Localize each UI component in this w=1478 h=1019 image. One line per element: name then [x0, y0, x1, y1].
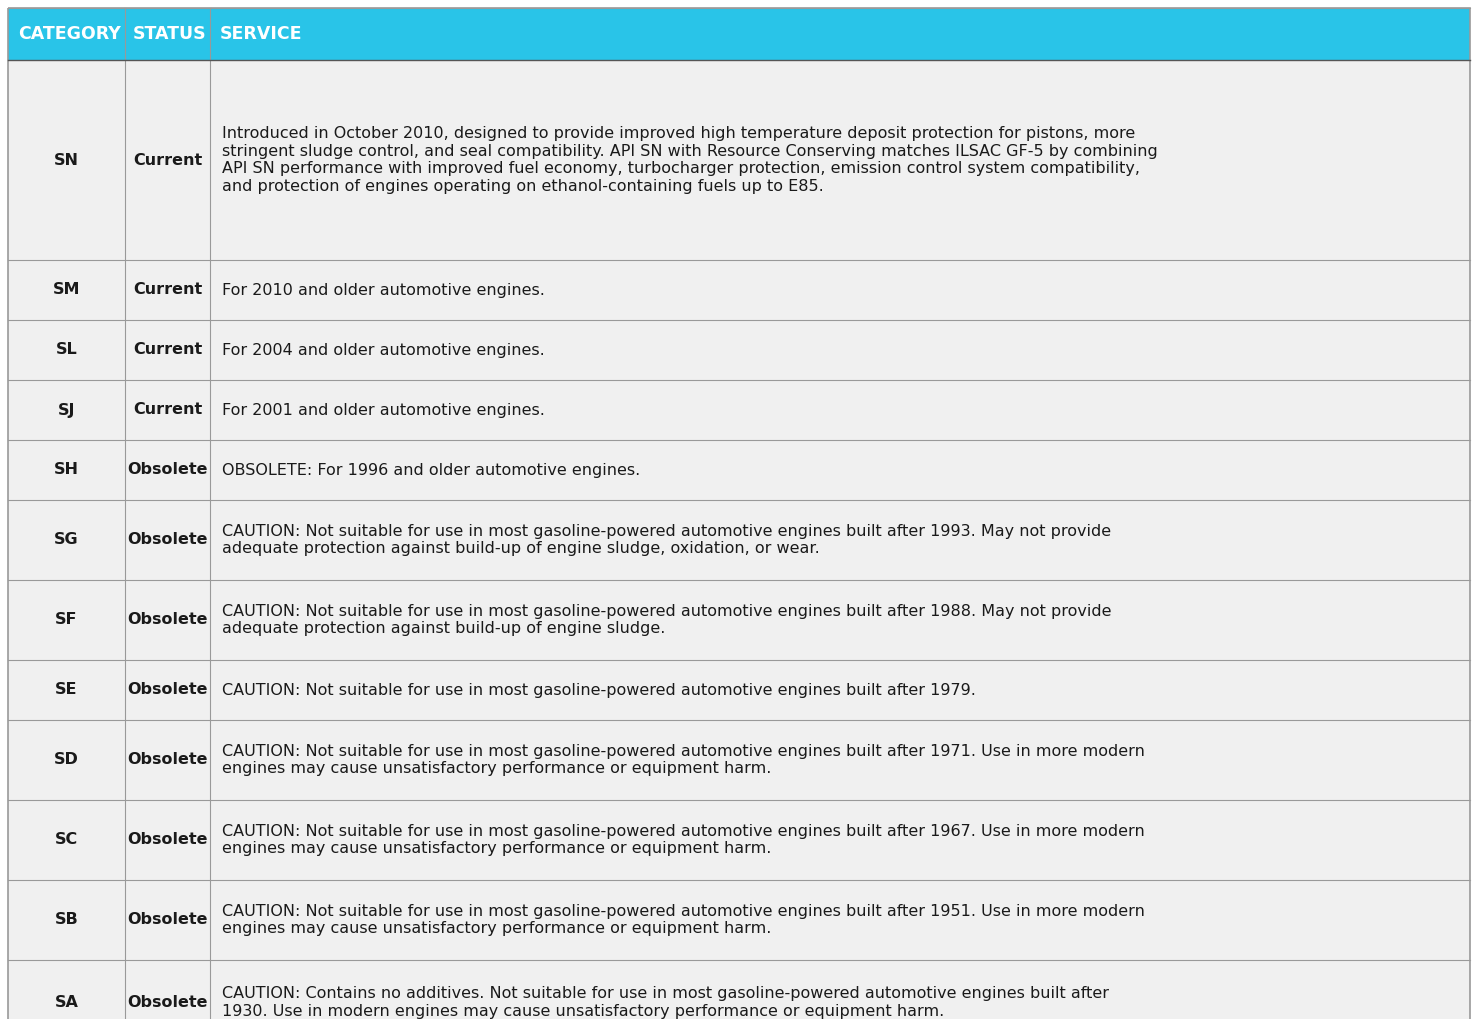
Text: CAUTION: Contains no additives. Not suitable for use in most gasoline-powered au: CAUTION: Contains no additives. Not suit… — [222, 986, 1108, 1001]
Text: CAUTION: Not suitable for use in most gasoline-powered automotive engines built : CAUTION: Not suitable for use in most ga… — [222, 524, 1111, 539]
Bar — [7, 440, 1471, 500]
Text: and protection of engines operating on ethanol-containing fuels up to E85.: and protection of engines operating on e… — [222, 179, 823, 195]
Bar — [7, 320, 1471, 380]
Bar — [7, 580, 1471, 660]
Text: Current: Current — [133, 153, 202, 167]
Bar — [7, 720, 1471, 800]
Bar — [7, 880, 1471, 960]
Text: Current: Current — [133, 342, 202, 358]
Text: SN: SN — [55, 153, 78, 167]
Text: adequate protection against build-up of engine sludge, oxidation, or wear.: adequate protection against build-up of … — [222, 541, 820, 556]
Bar — [7, 380, 1471, 440]
Text: CAUTION: Not suitable for use in most gasoline-powered automotive engines built : CAUTION: Not suitable for use in most ga… — [222, 823, 1145, 839]
Text: Introduced in October 2010, designed to provide improved high temperature deposi: Introduced in October 2010, designed to … — [222, 125, 1135, 141]
Bar — [7, 500, 1471, 580]
Text: Current: Current — [133, 403, 202, 418]
Bar — [7, 660, 1471, 720]
Text: Obsolete: Obsolete — [127, 833, 208, 848]
Bar — [7, 960, 1471, 1019]
Text: SD: SD — [55, 752, 78, 767]
Text: Obsolete: Obsolete — [127, 995, 208, 1010]
Bar — [7, 60, 1471, 260]
Text: adequate protection against build-up of engine sludge.: adequate protection against build-up of … — [222, 622, 665, 637]
Text: SERVICE: SERVICE — [220, 25, 303, 43]
Text: Obsolete: Obsolete — [127, 463, 208, 478]
Text: engines may cause unsatisfactory performance or equipment harm.: engines may cause unsatisfactory perform… — [222, 842, 772, 856]
Text: 1930. Use in modern engines may cause unsatisfactory performance or equipment ha: 1930. Use in modern engines may cause un… — [222, 1004, 944, 1019]
Text: For 2001 and older automotive engines.: For 2001 and older automotive engines. — [222, 403, 545, 418]
Bar — [7, 260, 1471, 320]
Text: stringent sludge control, and seal compatibility. API SN with Resource Conservin: stringent sludge control, and seal compa… — [222, 144, 1157, 159]
Text: CAUTION: Not suitable for use in most gasoline-powered automotive engines built : CAUTION: Not suitable for use in most ga… — [222, 904, 1145, 918]
Text: SB: SB — [55, 912, 78, 927]
Text: Obsolete: Obsolete — [127, 752, 208, 767]
Text: For 2004 and older automotive engines.: For 2004 and older automotive engines. — [222, 342, 545, 358]
Text: Obsolete: Obsolete — [127, 533, 208, 547]
Text: engines may cause unsatisfactory performance or equipment harm.: engines may cause unsatisfactory perform… — [222, 761, 772, 776]
Text: engines may cause unsatisfactory performance or equipment harm.: engines may cause unsatisfactory perform… — [222, 921, 772, 936]
Text: For 2010 and older automotive engines.: For 2010 and older automotive engines. — [222, 282, 545, 298]
Text: Obsolete: Obsolete — [127, 683, 208, 697]
Text: SC: SC — [55, 833, 78, 848]
Text: SF: SF — [55, 612, 78, 628]
Text: SE: SE — [55, 683, 78, 697]
Bar — [7, 8, 1471, 60]
Text: SJ: SJ — [58, 403, 75, 418]
Text: SL: SL — [56, 342, 77, 358]
Text: STATUS: STATUS — [133, 25, 207, 43]
Text: OBSOLETE: For 1996 and older automotive engines.: OBSOLETE: For 1996 and older automotive … — [222, 463, 640, 478]
Bar — [7, 800, 1471, 880]
Text: API SN performance with improved fuel economy, turbocharger protection, emission: API SN performance with improved fuel ec… — [222, 161, 1140, 176]
Text: SG: SG — [55, 533, 78, 547]
Text: Current: Current — [133, 282, 202, 298]
Text: CATEGORY: CATEGORY — [18, 25, 121, 43]
Text: Obsolete: Obsolete — [127, 612, 208, 628]
Text: SH: SH — [55, 463, 78, 478]
Text: CAUTION: Not suitable for use in most gasoline-powered automotive engines built : CAUTION: Not suitable for use in most ga… — [222, 603, 1111, 619]
Text: SA: SA — [55, 995, 78, 1010]
Text: CAUTION: Not suitable for use in most gasoline-powered automotive engines built : CAUTION: Not suitable for use in most ga… — [222, 744, 1145, 758]
Text: SM: SM — [53, 282, 80, 298]
Text: Obsolete: Obsolete — [127, 912, 208, 927]
Text: CAUTION: Not suitable for use in most gasoline-powered automotive engines built : CAUTION: Not suitable for use in most ga… — [222, 683, 975, 697]
